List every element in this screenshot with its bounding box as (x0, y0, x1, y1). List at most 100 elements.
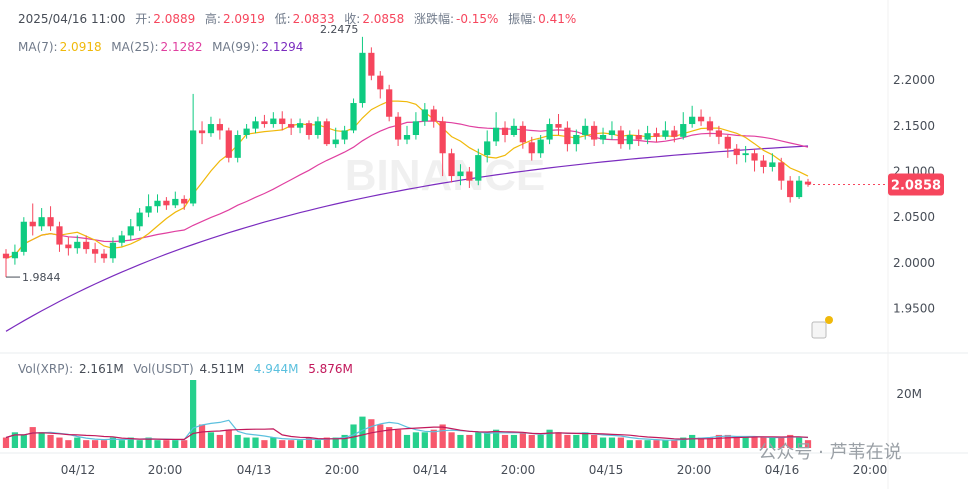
volume-bar (83, 440, 90, 448)
footer-watermark-text: 公众号 · 芦苇在说 (758, 442, 901, 463)
volume-bar (252, 437, 259, 448)
ma-legend: MA(7): 2.0918 MA(25): 2.1282 MA(99): 2.1294 (18, 40, 305, 54)
candle-body (484, 141, 491, 156)
volume-bar (243, 437, 250, 448)
volume-bar (270, 437, 277, 448)
volume-bar (528, 434, 535, 448)
volume-bar (787, 434, 794, 448)
candle-body (56, 226, 63, 245)
vol-ma-b-value: 5.876M (308, 362, 353, 376)
candle-body (118, 235, 125, 243)
ma99-line (5, 145, 809, 332)
volume-bar (29, 427, 36, 448)
open-label: 开: (135, 12, 152, 26)
candle-body (83, 241, 90, 250)
high-value: 2.0919 (222, 12, 265, 26)
candle-body (662, 130, 669, 137)
volume-bar (804, 440, 812, 448)
volume-bar (760, 437, 767, 448)
volume-bar (706, 437, 714, 448)
volume-bar (377, 424, 384, 448)
volume-legend: Vol(XRP): 2.161M Vol(USDT) 4.511M 4.944M… (18, 362, 355, 376)
volume-bar (466, 434, 473, 448)
volume-bar (225, 429, 232, 448)
volume-bar (109, 437, 117, 448)
volume-bar (198, 424, 206, 448)
volume-bar (644, 440, 651, 448)
candle-body (288, 124, 295, 128)
volume-bar (724, 434, 731, 448)
candle-body (653, 133, 660, 137)
volume-bar (599, 437, 607, 448)
candle-body (573, 135, 580, 145)
volume-tick-label: 20M (896, 387, 922, 401)
time-tick-label: 20:00 (677, 463, 712, 477)
volume-bar (412, 432, 420, 448)
candle-body (724, 136, 731, 149)
candle-body (412, 121, 420, 135)
candle-body (252, 121, 259, 129)
volume-bar (492, 429, 500, 448)
candle-body (74, 241, 81, 249)
volume-bar (216, 434, 223, 448)
max-price-annotation: 2.2475 (320, 23, 359, 36)
candle-body (341, 130, 348, 140)
candle-body (2, 253, 10, 259)
vol-ma-a-value: 4.944M (253, 362, 299, 376)
candle-body (261, 121, 268, 125)
volume-bar (368, 419, 375, 448)
candle-body (377, 75, 384, 90)
candle-body (368, 52, 375, 76)
price-tick-label: 2.0500 (893, 210, 935, 224)
volume-bar (38, 432, 45, 448)
volume-bar (555, 432, 562, 448)
open-value: 2.0889 (153, 12, 196, 26)
candle-body (109, 242, 117, 259)
time-tick-label: 04/14 (413, 463, 448, 477)
volume-bar (296, 440, 304, 448)
watermark-text: BINANCE (345, 151, 545, 200)
candle-body (742, 153, 749, 156)
volume-bar (733, 437, 740, 448)
candle-body (697, 116, 705, 122)
close-label: 收: (344, 12, 361, 26)
candle-body (279, 118, 286, 125)
time-tick-label: 20:00 (325, 463, 360, 477)
candle-body (555, 124, 562, 128)
candle-body (91, 249, 99, 254)
volume-bar (715, 434, 723, 448)
ma7-label: MA(7): (18, 40, 58, 54)
candle-body (314, 121, 322, 135)
candle-body (608, 130, 616, 135)
candle-body (29, 221, 36, 227)
candle-body (430, 109, 437, 122)
volume-bar (564, 434, 571, 448)
volume-bar (653, 440, 660, 448)
candle-body (457, 171, 464, 177)
volume-bar (457, 434, 464, 448)
volume-bar (475, 432, 482, 448)
volume-bar (697, 437, 705, 448)
candle-body (47, 217, 54, 227)
candle-body (234, 135, 241, 158)
notification-dot-icon (825, 316, 833, 324)
candle-body (475, 155, 482, 181)
volume-bar (332, 437, 339, 448)
candle-body (38, 217, 45, 227)
volume-bar (100, 440, 108, 448)
volume-bar (341, 434, 348, 448)
volume-bar (448, 432, 455, 448)
note-icon (811, 321, 827, 339)
volume-bar (582, 432, 589, 448)
time-tick-label: 04/12 (61, 463, 96, 477)
price-tick-label: 2.1500 (893, 119, 935, 133)
candle-body (439, 121, 446, 154)
high-label: 高: (204, 12, 221, 26)
candle-body (359, 52, 366, 104)
time-tick-label: 04/16 (765, 463, 800, 477)
candle-body (216, 124, 223, 131)
candle-body (715, 130, 723, 137)
candle-body (350, 103, 357, 131)
volume-bar (510, 434, 518, 448)
ma7-value: 2.0918 (59, 40, 102, 54)
